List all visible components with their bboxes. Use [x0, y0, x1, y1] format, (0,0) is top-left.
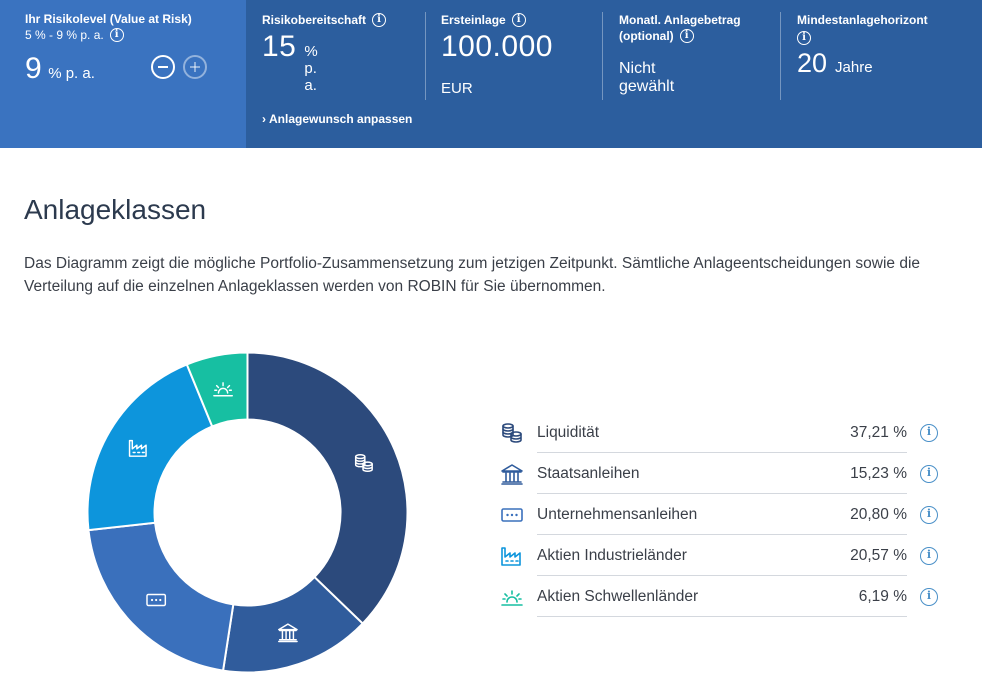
divider [780, 12, 781, 100]
risk-value-unit: % p. a. [48, 65, 95, 82]
initial-deposit-label-row: Ersteinlage i [441, 12, 526, 28]
sunrise-icon [213, 382, 233, 397]
legend-value: 20,57 % [850, 546, 907, 564]
chevron-right-icon: › [262, 112, 266, 126]
initial-deposit-label: Ersteinlage [441, 13, 506, 27]
donut-slice-4[interactable] [86, 363, 214, 532]
donut-slice-1[interactable] [246, 351, 409, 625]
legend-label: Staatsanleihen [537, 464, 640, 482]
initial-deposit-value: 100.000 [441, 30, 553, 63]
page-title: Anlageklassen [24, 194, 207, 225]
min-horizon-unit: Jahre [835, 59, 873, 76]
info-icon[interactable]: i [920, 505, 938, 524]
decrease-risk-button[interactable] [151, 55, 175, 79]
coins-icon [354, 454, 373, 473]
divider [425, 12, 426, 100]
donut-slice-5[interactable] [185, 351, 249, 428]
risk-range-row: 5 % - 9 % p. a. i [25, 28, 124, 42]
divider [537, 575, 907, 576]
legend-row[interactable]: Aktien Industrieländer 20,57 % i [497, 535, 942, 576]
risk-level-title: Ihr Risikolevel (Value at Risk) [25, 12, 192, 26]
legend-value: 37,21 % [850, 423, 907, 441]
risk-appetite-value: 15 % p. a. [262, 30, 318, 94]
donut-slice-3[interactable] [87, 521, 235, 672]
info-icon[interactable]: i [679, 29, 694, 43]
bank-icon [497, 459, 527, 489]
monthly-amount-label: Monatl. Anlagebetrag (optional) i [619, 12, 741, 44]
coins-icon [497, 418, 527, 448]
monthly-amount-value: Nicht gewählt [619, 60, 675, 95]
bond-card-icon [146, 593, 167, 607]
info-icon[interactable]: i [920, 587, 938, 606]
legend-row[interactable]: Liquidität 37,21 % i [497, 412, 942, 453]
legend-label: Liquidität [537, 423, 600, 441]
info-icon[interactable]: i [920, 423, 938, 442]
monthly-amount-label-line1: Monatl. Anlagebetrag [619, 13, 741, 27]
risk-value-number: 9 [25, 52, 43, 85]
legend-row[interactable]: Aktien Schwellenländer 6,19 % i [497, 576, 942, 617]
divider [537, 452, 907, 453]
risk-appetite-label: Risikobereitschaft [262, 13, 367, 27]
risk-stepper [151, 55, 207, 79]
legend-label: Aktien Schwellenländer [537, 587, 699, 605]
min-horizon-number: 20 [797, 48, 828, 78]
risk-value: 9 % p. a. [25, 52, 95, 86]
risk-range: 5 % - 9 % p. a. [25, 28, 104, 42]
summary-banner: Ihr Risikolevel (Value at Risk) 5 % - 9 … [0, 0, 982, 148]
min-horizon-label: Mindestanlagehorizont i [797, 12, 928, 45]
risk-appetite-unit: % p. a. [304, 43, 318, 94]
factory-icon [497, 541, 527, 571]
info-icon[interactable]: i [920, 546, 938, 565]
legend-row[interactable]: Staatsanleihen 15,23 % i [497, 453, 942, 494]
factory-icon [128, 439, 147, 457]
divider [537, 534, 907, 535]
info-icon[interactable]: i [511, 13, 526, 27]
monthly-amount-label-line2-row: (optional) i [619, 28, 741, 44]
info-icon[interactable]: i [920, 464, 938, 483]
risk-appetite-number: 15 [262, 30, 297, 63]
bond-card-icon [497, 500, 527, 530]
info-icon[interactable]: i [372, 13, 387, 27]
intro-text: Das Diagramm zeigt die mögliche Portfoli… [24, 255, 921, 295]
info-icon[interactable]: i [797, 31, 811, 45]
sunrise-icon [497, 582, 527, 612]
legend-row[interactable]: Unternehmensanleihen 20,80 % i [497, 494, 942, 535]
legend-value: 20,80 % [850, 505, 907, 523]
initial-deposit-unit: EUR [441, 80, 473, 97]
info-icon[interactable]: i [109, 28, 124, 42]
legend-label: Aktien Industrieländer [537, 546, 687, 564]
min-horizon-label-text: Mindestanlagehorizont [797, 13, 928, 27]
divider [537, 493, 907, 494]
legend-value: 15,23 % [850, 464, 907, 482]
divider [537, 616, 907, 617]
legend-label: Unternehmensanleihen [537, 505, 698, 523]
legend-value: 6,19 % [858, 587, 907, 605]
increase-risk-button[interactable] [183, 55, 207, 79]
divider [602, 12, 603, 100]
risk-appetite-label-row: Risikobereitschaft i [262, 12, 387, 28]
monthly-amount-label-line2: (optional) [619, 29, 674, 43]
allocation-donut-chart [86, 351, 409, 674]
allocation-legend: Liquidität 37,21 % i Staatsanleihen 15,23 %… [497, 412, 942, 617]
risk-level-panel: Ihr Risikolevel (Value at Risk) 5 % - 9 … [0, 0, 246, 148]
min-horizon-value: 20 Jahre [797, 48, 873, 79]
adjust-investment-label: Anlagewunsch anpassen [269, 112, 413, 126]
bank-icon [278, 623, 298, 643]
adjust-investment-link[interactable]: › Anlagewunsch anpassen [262, 112, 412, 126]
